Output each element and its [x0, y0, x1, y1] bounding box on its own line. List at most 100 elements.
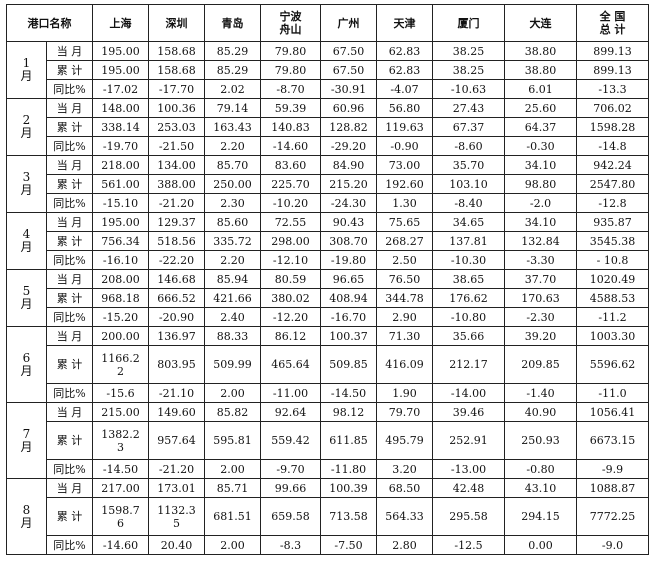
- value-cell: 2.90: [376, 307, 433, 327]
- value-cell: -19.70: [92, 136, 149, 156]
- value-cell: 64.37: [504, 117, 577, 137]
- value-cell: 421.66: [204, 288, 261, 308]
- table-row: 2 月当 月 148.00 100.36 79.14 59.39 60.96 56.80 27…: [6, 98, 649, 156]
- value-cell: 80.59: [260, 269, 321, 289]
- value-cell: 518.56: [148, 231, 205, 251]
- metric-label: 当 月: [46, 402, 93, 422]
- value-cell: -0.80: [504, 459, 577, 479]
- value-cell: 253.03: [148, 117, 205, 137]
- value-cell: 38.25: [432, 60, 505, 80]
- value-cell: 803.95: [148, 345, 205, 384]
- value-cell: 83.60: [260, 155, 321, 175]
- value-cell: -29.20: [320, 136, 377, 156]
- value-cell: 1598.7 6: [92, 497, 149, 536]
- value-cell: 200.00: [92, 326, 149, 346]
- value-cell: 0.00: [504, 535, 577, 555]
- value-cell: -12.10: [260, 250, 321, 270]
- value-cell: 295.58: [432, 497, 505, 536]
- value-cell: -14.60: [92, 535, 149, 555]
- metric-label: 当 月: [46, 212, 93, 232]
- value-cell: 509.99: [204, 345, 261, 384]
- metric-label: 累 计: [46, 174, 93, 194]
- table-row: 3 月当 月 218.00 134.00 85.70 83.60 84.90 73.00 35…: [6, 155, 649, 213]
- value-cell: 158.68: [148, 60, 205, 80]
- value-cell: 148.00: [92, 98, 149, 118]
- value-cell: 1.30: [376, 193, 433, 213]
- value-cell: 5596.62: [576, 345, 649, 384]
- value-cell: 2.80: [376, 535, 433, 555]
- value-cell: 7772.25: [576, 497, 649, 536]
- value-cell: 86.12: [260, 326, 321, 346]
- value-cell: 71.30: [376, 326, 433, 346]
- value-cell: 344.78: [376, 288, 433, 308]
- value-cell: 158.68: [148, 41, 205, 61]
- value-cell: 338.14: [92, 117, 149, 137]
- value-cell: 38.25: [432, 41, 505, 61]
- value-cell: -10.63: [432, 79, 505, 99]
- value-cell: 957.64: [148, 421, 205, 460]
- value-cell: 1166.2 2: [92, 345, 149, 384]
- value-cell: 96.65: [320, 269, 377, 289]
- table-row: 同比% -14.60 20.40 2.00 -8.3 -7.50 2.80 -12.5 0.00…: [7, 535, 649, 555]
- value-cell: -12.5: [432, 535, 505, 555]
- table-row: 同比% -14.50 -21.20 2.00 -9.70 -11.80 3.20 -13.00…: [7, 459, 649, 479]
- month-label: 8 月: [6, 478, 47, 555]
- value-cell: -2.30: [504, 307, 577, 327]
- value-cell: 4588.53: [576, 288, 649, 308]
- value-cell: -21.20: [148, 193, 205, 213]
- value-cell: 129.37: [148, 212, 205, 232]
- table-row: 同比% -15.10 -21.20 2.30 -10.20 -24.30 1.30 -8.40…: [7, 193, 649, 213]
- value-cell: -8.60: [432, 136, 505, 156]
- value-cell: -8.3: [260, 535, 321, 555]
- table-row: 累 计 1598.7 6 1132.3 5 681.51 659.58 713.58 564…: [7, 497, 649, 536]
- table-row: 累 计 561.00 388.00 250.00 225.70 215.20 192.60 1…: [7, 174, 649, 194]
- metric-label: 同比%: [46, 307, 93, 327]
- value-cell: 62.83: [376, 60, 433, 80]
- value-cell: 195.00: [92, 212, 149, 232]
- value-cell: -15.6: [92, 383, 149, 403]
- metric-label: 累 计: [46, 60, 93, 80]
- value-cell: - 10.8: [576, 250, 649, 270]
- value-cell: 137.81: [432, 231, 505, 251]
- header-shenzhen: 深圳: [148, 4, 205, 42]
- header-xiamen: 厦门: [432, 4, 505, 42]
- value-cell: 39.46: [432, 402, 505, 422]
- metric-label: 累 计: [46, 231, 93, 251]
- value-cell: 79.80: [260, 41, 321, 61]
- value-cell: 6673.15: [576, 421, 649, 460]
- value-cell: 99.66: [260, 478, 321, 498]
- month-label: 2 月: [6, 98, 47, 156]
- value-cell: -20.90: [148, 307, 205, 327]
- header-tianjin: 天津: [376, 4, 433, 42]
- value-cell: 1088.87: [576, 478, 649, 498]
- value-cell: 76.50: [376, 269, 433, 289]
- header-qingdao: 青岛: [204, 4, 261, 42]
- value-cell: 38.65: [432, 269, 505, 289]
- value-cell: 308.70: [320, 231, 377, 251]
- value-cell: -14.60: [260, 136, 321, 156]
- value-cell: 1598.28: [576, 117, 649, 137]
- value-cell: 35.66: [432, 326, 505, 346]
- value-cell: 195.00: [92, 41, 149, 61]
- header-shanghai: 上海: [92, 4, 149, 42]
- value-cell: 27.43: [432, 98, 505, 118]
- value-cell: 132.84: [504, 231, 577, 251]
- value-cell: -13.3: [576, 79, 649, 99]
- value-cell: 38.80: [504, 60, 577, 80]
- value-cell: -9.70: [260, 459, 321, 479]
- header-row: 港口名称 上海 深圳 青岛 宁波 舟山 广州 天津 厦门 大连 全 国 总 计: [6, 4, 649, 42]
- value-cell: 899.13: [576, 41, 649, 61]
- value-cell: 968.18: [92, 288, 149, 308]
- value-cell: 140.83: [260, 117, 321, 137]
- value-cell: -0.30: [504, 136, 577, 156]
- month-label: 5 月: [6, 269, 47, 327]
- value-cell: -8.40: [432, 193, 505, 213]
- value-cell: -22.20: [148, 250, 205, 270]
- value-cell: 388.00: [148, 174, 205, 194]
- table-row: 累 计 756.34 518.56 335.72 298.00 308.70 268.27 1…: [7, 231, 649, 251]
- value-cell: 128.82: [320, 117, 377, 137]
- value-cell: -17.70: [148, 79, 205, 99]
- value-cell: 85.70: [204, 155, 261, 175]
- value-cell: 37.70: [504, 269, 577, 289]
